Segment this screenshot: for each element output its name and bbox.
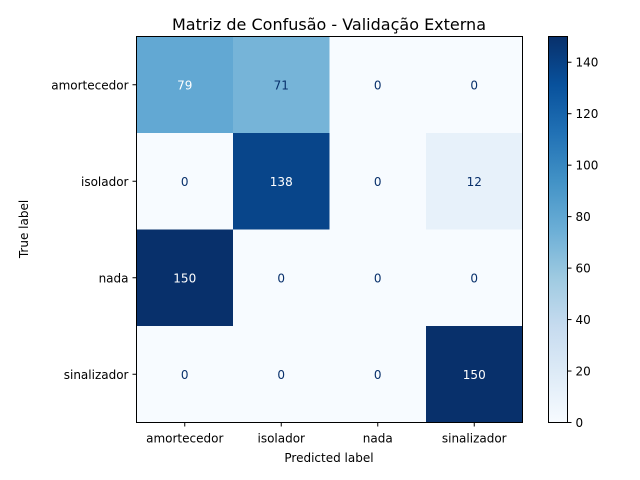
x-tick-label: amortecedor <box>146 432 223 446</box>
chart-title: Matriz de Confusão - Validação Externa <box>172 15 486 34</box>
colorbar <box>549 37 568 423</box>
cell-value-label: 150 <box>463 368 486 382</box>
cell-value-label: 0 <box>277 368 285 382</box>
x-tick-label: sinalizador <box>442 432 507 446</box>
colorbar-ticks: 0 20 40 60 80 100 120 140 <box>568 56 599 430</box>
cell-value-label: 12 <box>467 175 482 189</box>
cell-value-label: 0 <box>181 175 189 189</box>
x-tick-label: nada <box>363 432 393 446</box>
cell-value-label: 71 <box>274 78 289 92</box>
y-tick-label: sinalizador <box>64 368 129 382</box>
cell-value-label: 0 <box>470 271 478 285</box>
colorbar-tick-label: 120 <box>576 107 599 121</box>
cell-value-label: 0 <box>374 175 382 189</box>
cell-value-label: 150 <box>173 271 196 285</box>
x-tick-label: isolador <box>257 432 305 446</box>
cell-value-label: 0 <box>374 271 382 285</box>
cell-value-label: 0 <box>181 368 189 382</box>
colorbar-tick-label: 40 <box>576 313 591 327</box>
colorbar-tick-label: 60 <box>576 262 591 276</box>
heatmap-cells: 79 71 0 0 0 138 0 12 150 0 0 0 0 0 0 150 <box>137 37 524 424</box>
y-axis-ticks: amortecedor isolador nada sinalizador <box>51 78 136 382</box>
cell-value-label: 138 <box>270 175 293 189</box>
colorbar-tick-label: 0 <box>576 416 584 430</box>
colorbar-tick-label: 80 <box>576 210 591 224</box>
cell-value-label: 0 <box>374 368 382 382</box>
y-axis-label: True label <box>17 200 31 259</box>
colorbar-tick-label: 20 <box>576 365 591 379</box>
x-axis-ticks: amortecedor isolador nada sinalizador <box>146 423 507 446</box>
cell-value-label: 79 <box>177 78 192 92</box>
colorbar-tick-label: 140 <box>576 56 599 70</box>
y-tick-label: amortecedor <box>51 78 128 92</box>
colorbar-tick-label: 100 <box>576 159 599 173</box>
cell-value-label: 0 <box>277 271 285 285</box>
cell-value-label: 0 <box>374 78 382 92</box>
x-axis-label: Predicted label <box>284 451 373 465</box>
y-tick-label: isolador <box>81 175 129 189</box>
y-tick-label: nada <box>99 271 129 285</box>
cell-value-label: 0 <box>470 78 478 92</box>
